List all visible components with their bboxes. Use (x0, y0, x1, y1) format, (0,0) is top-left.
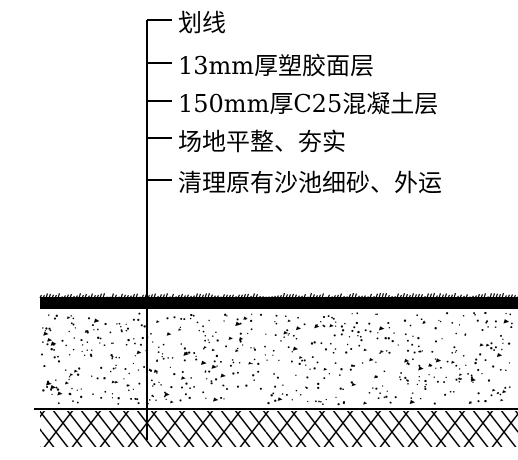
callout-labels: 划线 13mm厚塑胶面层 150mm厚C25混凝土层 场地平整、夯实 清理原有沙… (178, 9, 442, 197)
callout-clean-sand: 清理原有沙池细砂、外运 (178, 169, 442, 197)
rubber-surface-layer (39, 292, 518, 309)
callout-rubber-layer: 13mm厚塑胶面层 (178, 52, 374, 80)
concrete-layer (40, 311, 513, 406)
callout-concrete-layer: 150mm厚C25混凝土层 (178, 90, 438, 118)
callout-striping: 划线 (178, 9, 226, 37)
callout-subgrade: 场地平整、夯实 (178, 128, 346, 156)
leader-ticks (147, 19, 172, 181)
compacted-soil-hatch (40, 411, 518, 447)
